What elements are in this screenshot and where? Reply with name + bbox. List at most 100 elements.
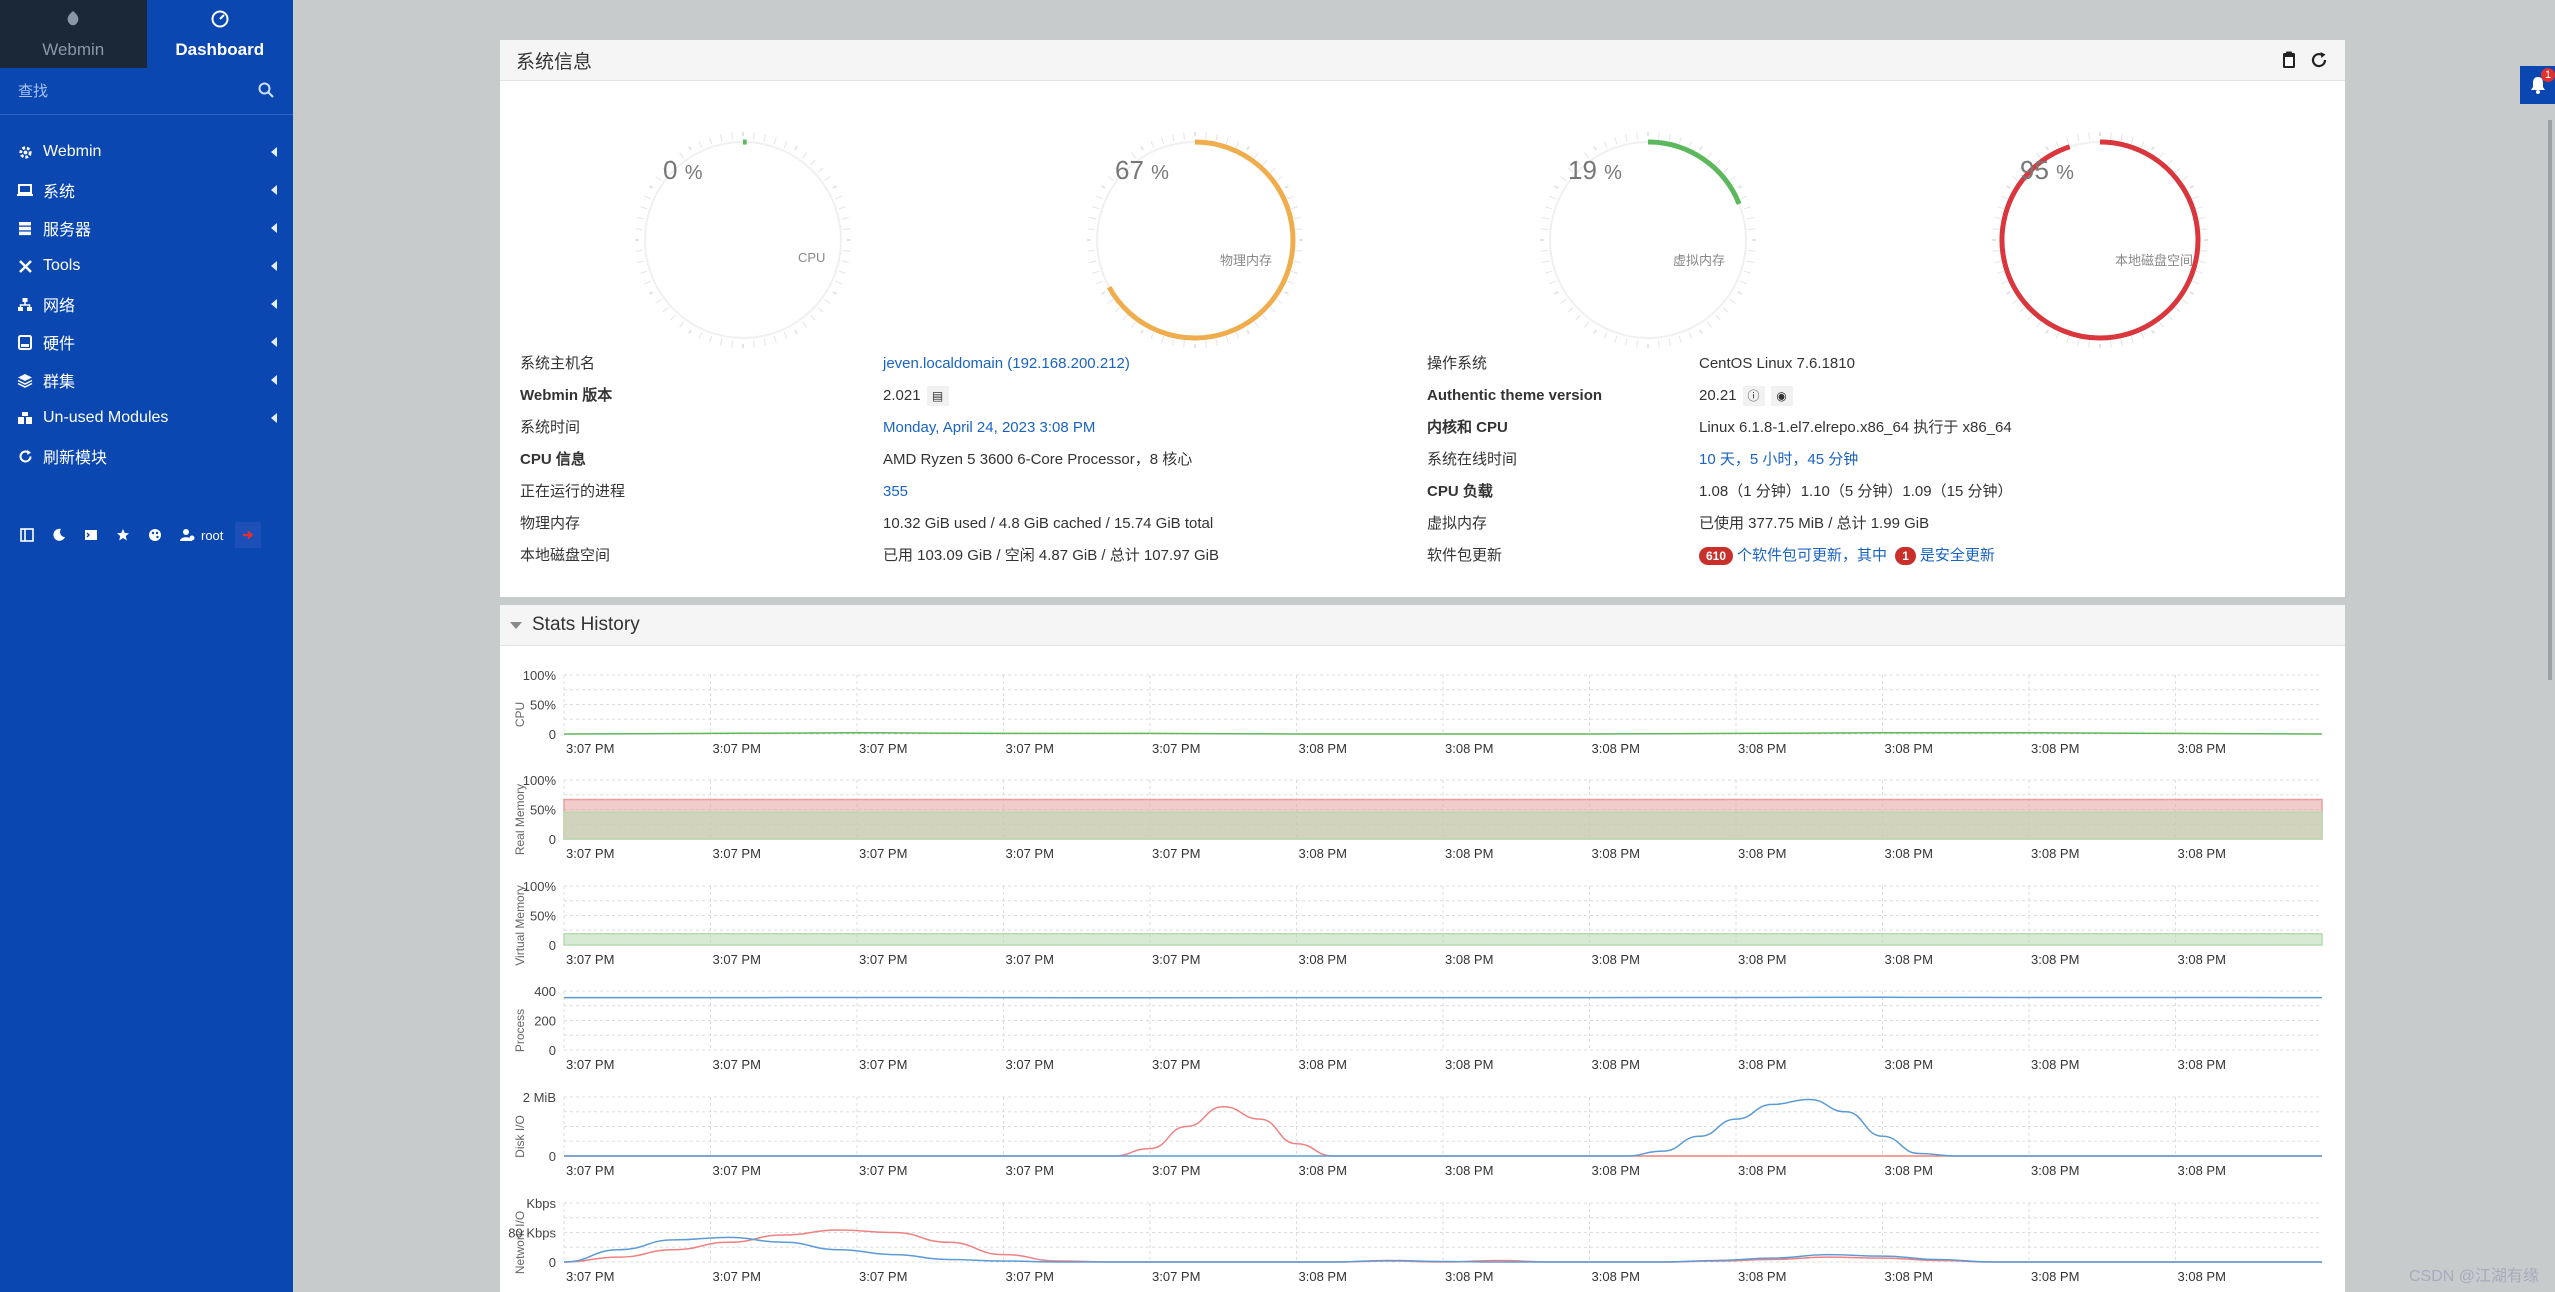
refresh-icon[interactable] xyxy=(2309,50,2329,70)
y-tick-label: 80 Kbps xyxy=(508,1226,556,1241)
gauge-tick xyxy=(2151,145,2155,151)
favorites-star-icon[interactable] xyxy=(110,522,136,548)
gauge-tick xyxy=(1743,270,1751,274)
gauge-tick xyxy=(1636,340,1638,348)
x-tick-label: 3:08 PM xyxy=(1738,846,1786,861)
theme-palette-icon[interactable] xyxy=(142,522,168,548)
info-label: Authentic theme version xyxy=(1427,387,1603,404)
gear-icon xyxy=(16,143,34,161)
gauge-tick xyxy=(637,260,645,263)
webmin-version-value: 2.021 ▤ xyxy=(883,380,949,412)
gauge-tick xyxy=(1549,280,1556,285)
updates-link[interactable]: 个软件包可更新，其中 xyxy=(1737,547,1888,564)
clipboard-icon[interactable] xyxy=(2279,50,2299,70)
sidebar-item-unused-modules[interactable]: Un-used Modules xyxy=(0,399,293,437)
gauge-tick xyxy=(2001,195,2008,200)
sidebar-item-system[interactable]: 系统 xyxy=(0,171,293,209)
system-time-link[interactable]: Monday, April 24, 2023 3:08 PM xyxy=(883,419,1096,436)
gauge-tick xyxy=(1575,159,1581,166)
package-icon[interactable]: ▤ xyxy=(926,386,949,407)
gauge-tick xyxy=(801,321,807,328)
gauge-tick xyxy=(688,329,692,335)
sidebar-item-label: Webmin xyxy=(43,143,102,160)
search-input[interactable] xyxy=(0,68,293,114)
x-tick-label: 3:07 PM xyxy=(1152,1269,1200,1284)
kernel-value: Linux 6.1.8-1.el7.elrepo.x86_64 执行于 x86_… xyxy=(1699,419,2012,436)
y-tick-label: 50% xyxy=(530,803,556,818)
x-tick-label: 3:08 PM xyxy=(2031,1057,2079,1072)
gauge-tick xyxy=(2167,314,2173,321)
sidebar-item-network[interactable]: 网络 xyxy=(0,285,293,323)
gauge-tick xyxy=(838,270,846,274)
gauge-tick xyxy=(801,152,807,159)
sidebar-item-servers[interactable]: 服务器 xyxy=(0,209,293,247)
gauge-value: 95 % xyxy=(2020,155,2074,185)
uptime-link[interactable]: 10 天，5 小时，45 分钟 xyxy=(1699,451,1859,468)
x-tick-label: 3:07 PM xyxy=(1006,741,1054,756)
gauge-tick xyxy=(2001,280,2008,285)
gauge-tick xyxy=(843,228,851,230)
gauge-tick xyxy=(1205,340,1207,348)
gauge-tick xyxy=(1746,217,1754,220)
sidebar-item-cluster[interactable]: 群集 xyxy=(0,361,293,399)
gauge-tick xyxy=(2005,291,2011,295)
sidebar-item-webmin[interactable]: Webmin xyxy=(0,133,293,171)
chart-series-line xyxy=(564,996,2323,999)
notifications-button[interactable]: 1 xyxy=(2520,66,2555,104)
gauge-virtual-memory: 19 % 虚拟内存 xyxy=(1518,110,1778,370)
gauge-tick xyxy=(1235,141,1240,148)
processes-link[interactable]: 355 xyxy=(883,483,909,500)
gauge-tick xyxy=(1183,132,1185,140)
updates-count-badge: 610 xyxy=(1699,547,1734,566)
sidebar-item-tools[interactable]: Tools xyxy=(0,247,293,285)
hostname-link[interactable]: jeven.localdomain (192.168.200.212) xyxy=(883,355,1130,372)
gauge-tick xyxy=(1715,159,1721,166)
x-tick-label: 3:08 PM xyxy=(1299,1163,1347,1178)
gauge-tick xyxy=(763,134,766,142)
y-tick-label: 400 xyxy=(534,984,556,999)
stats-history-header[interactable]: Stats History xyxy=(500,605,2345,646)
chart-series-line xyxy=(564,1106,2322,1157)
x-tick-label: 3:08 PM xyxy=(1885,1057,1933,1072)
collapse-caret-icon[interactable] xyxy=(510,621,522,629)
username: root xyxy=(201,527,224,543)
toggle-sidebar-icon[interactable] xyxy=(14,522,40,548)
terminal-icon[interactable] xyxy=(78,522,104,548)
info-icon[interactable]: ⓘ xyxy=(1742,386,1765,407)
network-icon xyxy=(16,295,34,313)
tab-webmin[interactable]: Webmin xyxy=(0,0,147,68)
chart-network-i-o: Network I/O 3:07 PM 3:07 PM 3:07 PM 3:07 PM 3… xyxy=(508,1196,2322,1284)
sidebar-item-refresh-modules[interactable]: 刷新模块 xyxy=(0,437,293,475)
tab-dashboard[interactable]: Dashboard xyxy=(146,0,293,68)
gauge-tick xyxy=(1560,298,1567,304)
x-tick-label: 3:07 PM xyxy=(859,1163,907,1178)
gauge-tick xyxy=(2198,260,2206,263)
x-tick-label: 3:08 PM xyxy=(2031,1269,2079,1284)
logout-icon[interactable] xyxy=(235,522,262,548)
gauge-tick xyxy=(1614,335,1618,343)
info-label: 系统主机名 xyxy=(520,355,596,372)
info-label: 物理内存 xyxy=(520,515,581,532)
x-tick-label: 3:08 PM xyxy=(1592,741,1640,756)
caret-left-icon xyxy=(271,413,277,423)
gauge-tick xyxy=(1603,332,1608,339)
night-mode-icon[interactable] xyxy=(46,522,72,548)
page-scrollbar[interactable] xyxy=(2548,120,2552,680)
gauge-tick xyxy=(2110,132,2112,140)
stats-charts: CPU 3:07 PM 3:07 PM 3:07 PM 3:07 PM 3:07 PM 3:… xyxy=(508,668,2323,1284)
x-tick-label: 3:07 PM xyxy=(566,741,614,756)
user-menu[interactable]: root xyxy=(174,522,229,548)
hdd-icon xyxy=(16,333,34,351)
gauge-tick xyxy=(670,314,676,321)
gauge-tick xyxy=(2167,159,2173,166)
info-label: 操作系统 xyxy=(1427,355,1488,372)
gauge-cpu-dial xyxy=(635,132,851,348)
gauge-tick xyxy=(2036,152,2042,159)
security-updates-link[interactable]: 是安全更新 xyxy=(1919,547,1995,564)
sidebar-item-hardware[interactable]: 硬件 xyxy=(0,323,293,361)
sidebar-item-label: 系统 xyxy=(43,184,76,201)
gauge-tick xyxy=(640,206,648,210)
palette-icon[interactable]: ◉ xyxy=(1770,386,1793,407)
search-icon[interactable] xyxy=(257,81,275,99)
os-value: CentOS Linux 7.6.1810 xyxy=(1699,355,1855,372)
